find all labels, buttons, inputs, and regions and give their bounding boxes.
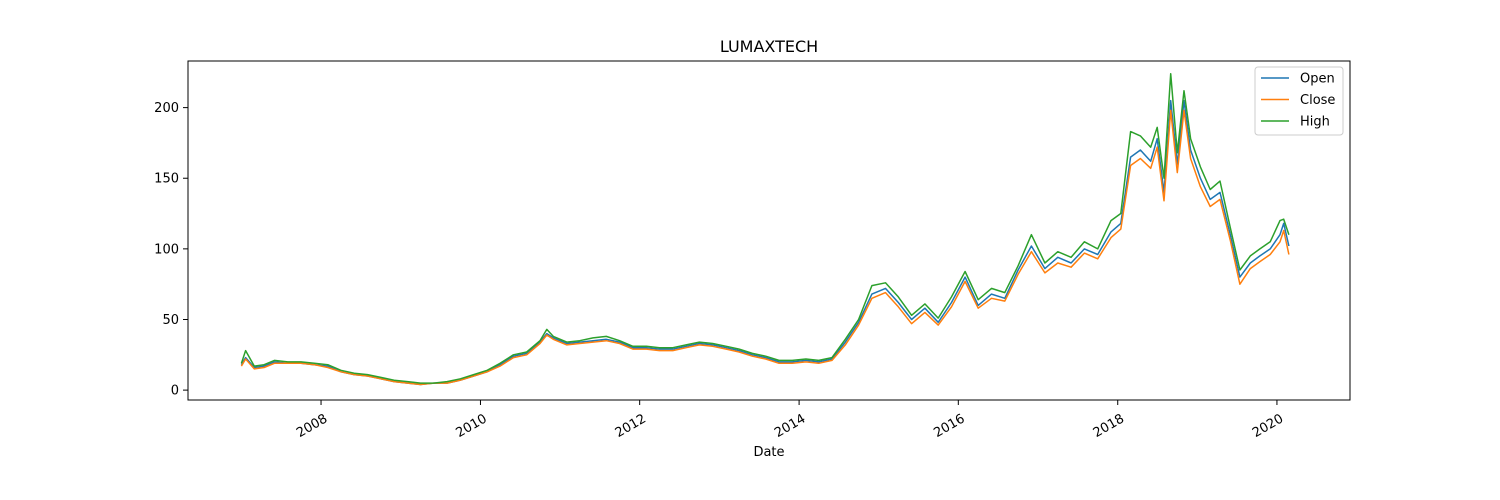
- legend-label-open: Open: [1300, 72, 1335, 87]
- y-tick-label: 100: [154, 242, 179, 257]
- x-axis: 2008 2010 2012 2014 2016 2018 2020: [294, 400, 1286, 441]
- x-tick-label: 2018: [1091, 411, 1127, 441]
- y-tick-label: 200: [154, 101, 179, 116]
- x-tick-label: 2020: [1250, 411, 1286, 441]
- series-line-close: [240, 109, 1290, 386]
- x-tick-label: 2016: [931, 411, 967, 441]
- series-lines: [240, 72, 1290, 386]
- y-tick-label: 0: [171, 384, 179, 399]
- x-tick-label: 2008: [294, 411, 330, 441]
- y-axis: 0 50 100 150 200: [154, 101, 188, 399]
- plot-area-frame: [187, 60, 1351, 401]
- x-tick-label: 2012: [613, 411, 649, 441]
- y-tick-label: 150: [154, 172, 179, 187]
- series-line-open: [240, 99, 1290, 386]
- x-tick-label: 2010: [454, 411, 490, 441]
- chart-title: LUMAXTECH: [720, 37, 818, 56]
- legend-label-close: Close: [1300, 93, 1335, 108]
- legend: Open Close High: [1254, 66, 1344, 136]
- legend-label-high: High: [1300, 115, 1330, 130]
- x-axis-label: Date: [753, 445, 784, 460]
- y-tick-label: 50: [162, 313, 179, 328]
- legend-box: [1254, 66, 1344, 136]
- x-tick-label: 2014: [772, 411, 808, 441]
- series-line-high: [240, 72, 1290, 384]
